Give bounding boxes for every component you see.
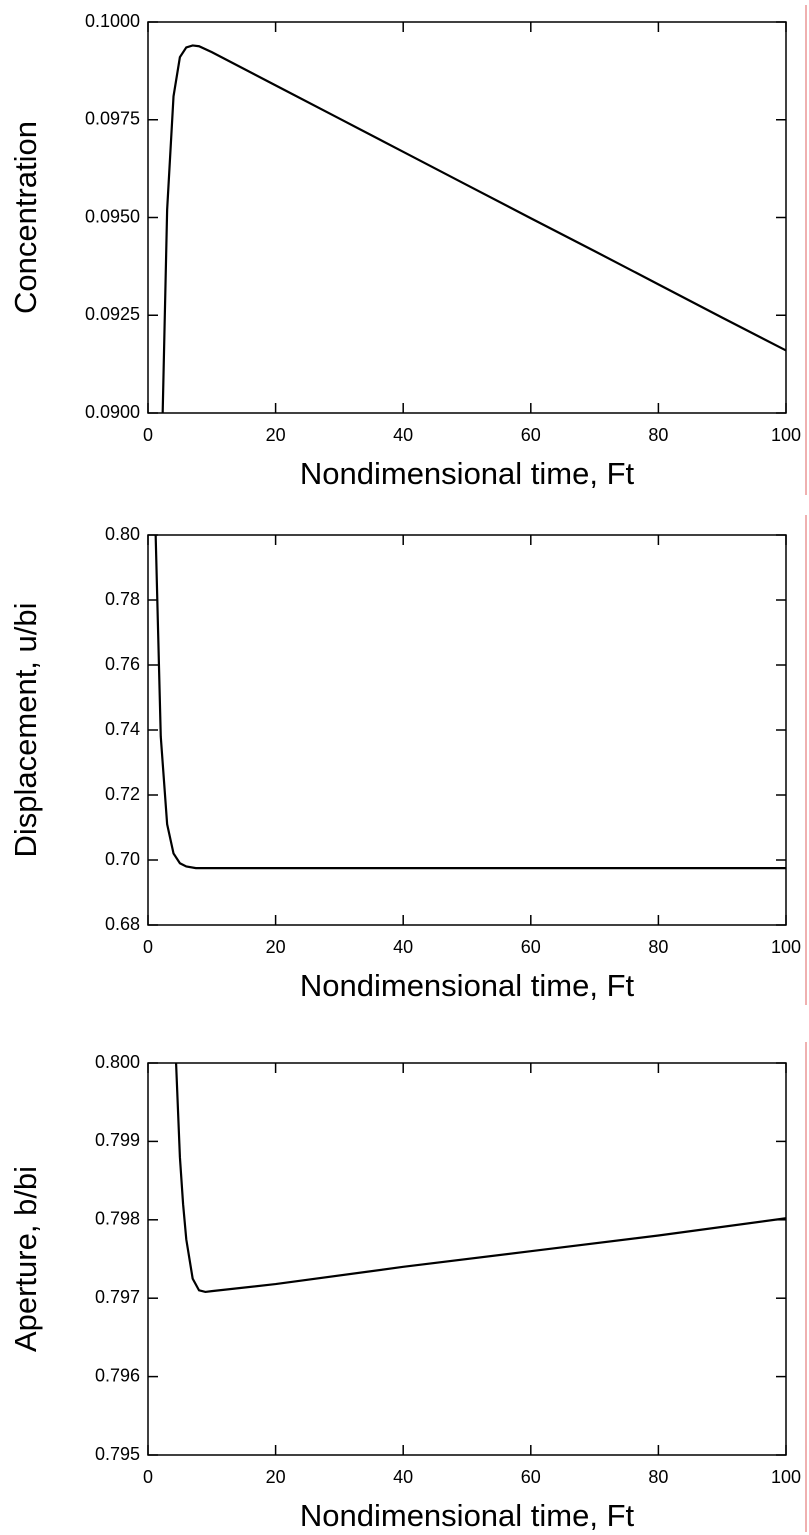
x-tick-label: 80 (648, 937, 668, 957)
x-tick-label: 100 (771, 425, 801, 445)
y-tick-label: 0.799 (95, 1130, 140, 1150)
x-axis-label: Nondimensional time, Ft (300, 1498, 635, 1533)
x-tick-label: 0 (143, 425, 153, 445)
x-tick-label: 20 (266, 937, 286, 957)
y-tick-label: 0.70 (105, 849, 140, 869)
x-tick-label: 20 (266, 425, 286, 445)
x-axis-label: Nondimensional time, Ft (300, 968, 635, 1003)
y-axis-label: Displacement, u/bi (8, 602, 43, 857)
data-line (174, 1063, 786, 1294)
x-tick-label: 0 (143, 1467, 153, 1487)
y-tick-label: 0.797 (95, 1287, 140, 1307)
x-tick-label: 40 (393, 425, 413, 445)
plot-frame (147, 1062, 787, 1456)
x-tick-label: 80 (648, 425, 668, 445)
y-tick-label: 0.72 (105, 784, 140, 804)
y-tick-label: 0.798 (95, 1209, 140, 1229)
x-tick-label: 60 (521, 937, 541, 957)
y-tick-label: 0.76 (105, 654, 140, 674)
x-tick-label: 20 (266, 1467, 286, 1487)
x-tick-label: 100 (771, 1467, 801, 1487)
y-tick-label: 0.0925 (85, 304, 140, 324)
y-tick-label: 0.795 (95, 1444, 140, 1464)
x-axis-label: Nondimensional time, Ft (300, 456, 635, 491)
y-tick-label: 0.74 (105, 719, 140, 739)
y-tick-label: 0.796 (95, 1365, 140, 1385)
x-tick-label: 80 (648, 1467, 668, 1487)
x-tick-label: 0 (143, 937, 153, 957)
y-tick-label: 0.800 (95, 1052, 140, 1072)
data-line (161, 44, 786, 413)
y-tick-label: 0.0950 (85, 206, 140, 226)
plot-frame (147, 534, 787, 926)
x-tick-label: 60 (521, 1467, 541, 1487)
x-tick-label: 40 (393, 1467, 413, 1487)
y-tick-label: 0.1000 (85, 11, 140, 31)
y-tick-label: 0.68 (105, 914, 140, 934)
y-axis-label: Aperture, b/bi (8, 1166, 43, 1352)
plot-frame (147, 21, 787, 414)
data-line (154, 535, 786, 870)
x-tick-label: 60 (521, 425, 541, 445)
y-tick-label: 0.80 (105, 524, 140, 544)
y-tick-label: 0.0900 (85, 402, 140, 422)
x-tick-label: 40 (393, 937, 413, 957)
x-tick-label: 100 (771, 937, 801, 957)
y-tick-label: 0.0975 (85, 109, 140, 129)
y-tick-label: 0.78 (105, 589, 140, 609)
y-axis-label: Concentration (8, 121, 43, 314)
